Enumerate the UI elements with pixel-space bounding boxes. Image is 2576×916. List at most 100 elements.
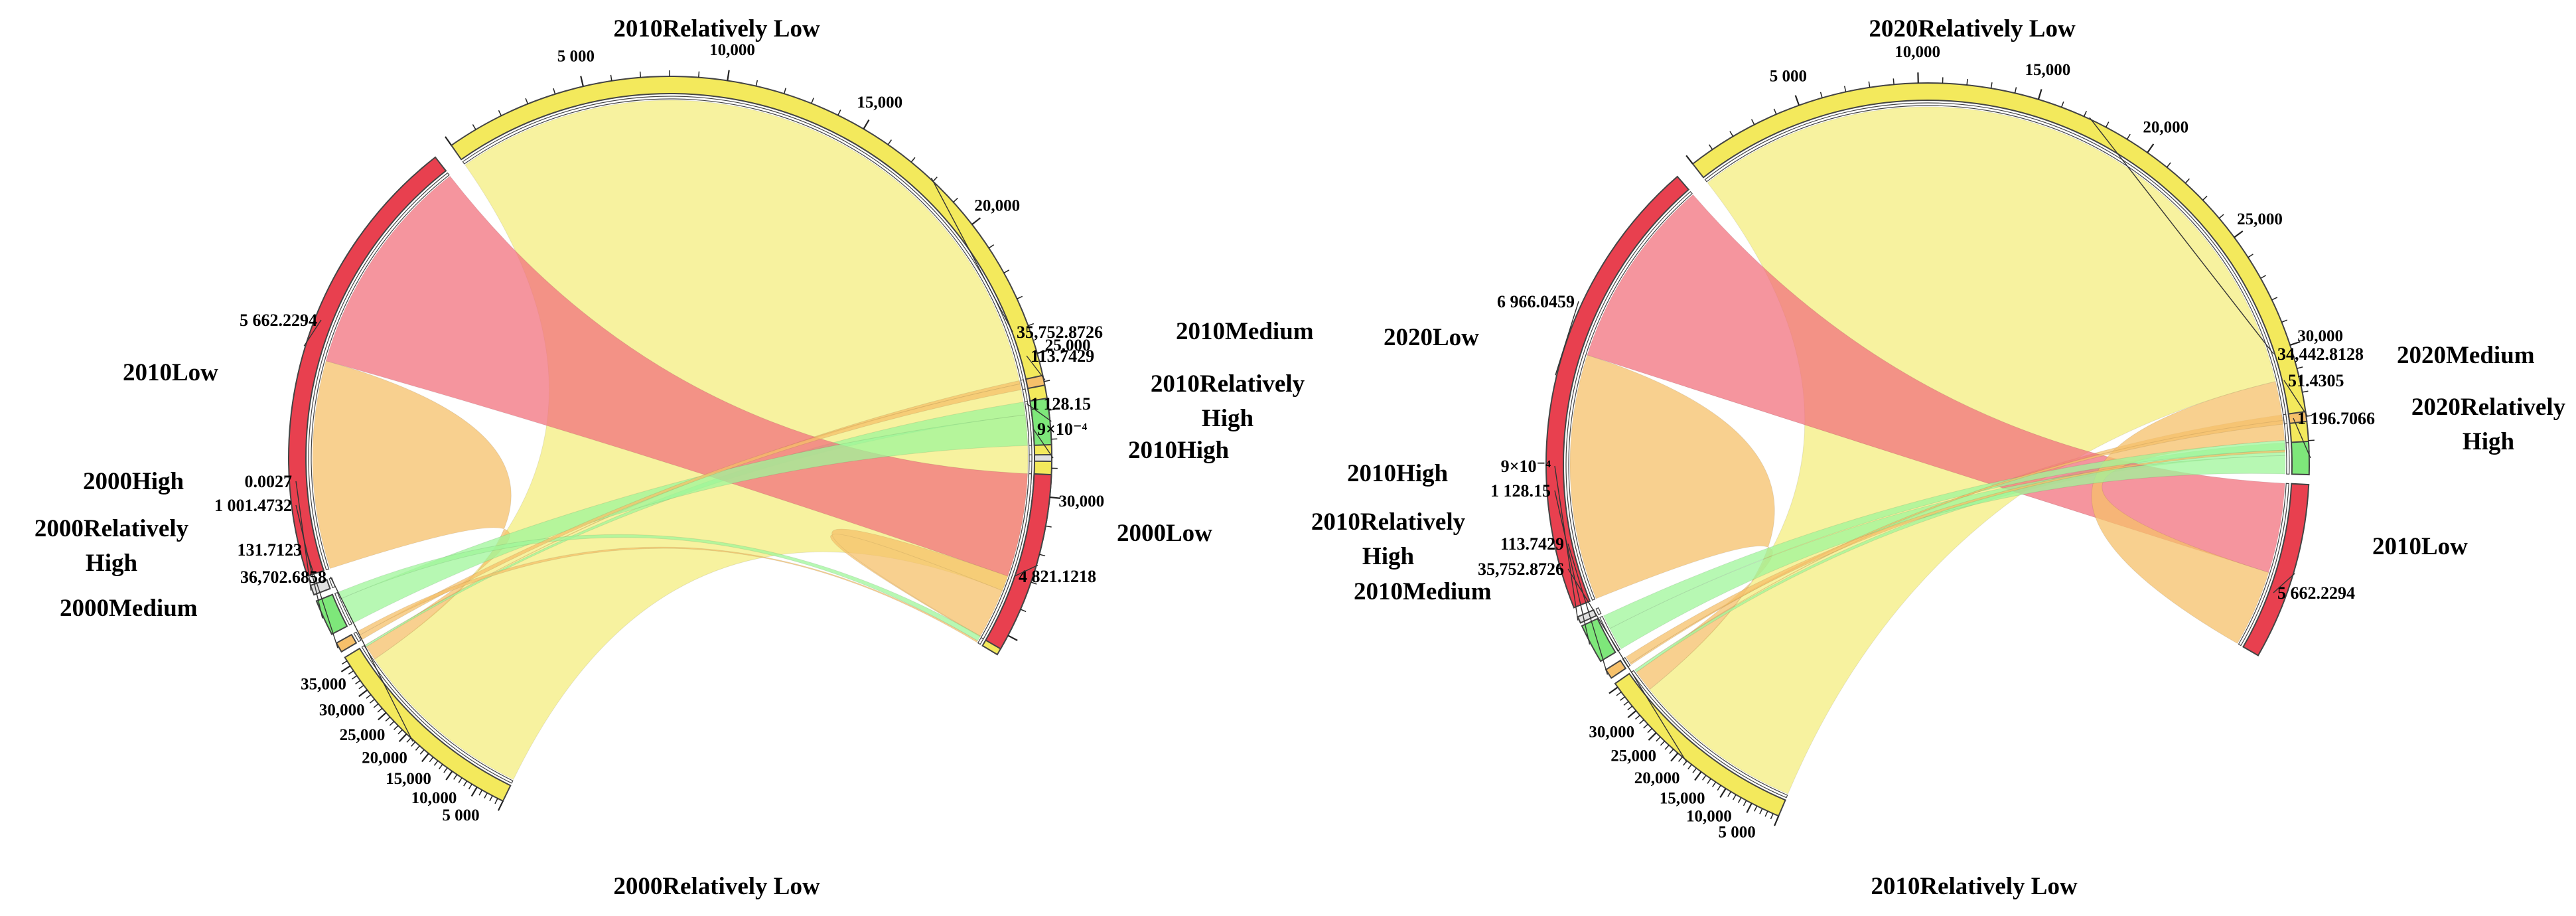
tick-label-2010RL-10000: 10,000 — [1686, 808, 1732, 826]
tick-2000RL-14000 — [429, 757, 433, 762]
tick-2010RL-7000 — [1739, 798, 1741, 803]
tick-2010RL-26000 — [1044, 380, 1050, 382]
value-label-2010Low: 5 662.2294 — [2277, 583, 2355, 603]
tick-2020RL-23000 — [2203, 196, 2207, 200]
tick-2020RL-15000 — [2039, 89, 2042, 99]
tick-2000RL-13000 — [434, 761, 437, 765]
tick-2000RL-15000 — [422, 753, 429, 761]
tick-2020RL-17000 — [2084, 111, 2087, 116]
tick-label-2010RL-10000: 10,000 — [709, 41, 755, 59]
inner-arc-2010Medium — [1021, 380, 1025, 390]
tick-2000RL-26000 — [378, 708, 382, 712]
tick-2020RL-32000 — [2303, 391, 2309, 392]
tick-2010RL-14000 — [838, 110, 841, 115]
tick-2010RL-21000 — [989, 245, 994, 248]
tick-2010RL-17000 — [911, 157, 915, 162]
tick-2000RL-22000 — [394, 725, 398, 729]
tick-2010RL-31000 — [1628, 706, 1632, 710]
tick-label-2000RL-10000: 10,000 — [411, 789, 457, 807]
tick-2010RL-11000 — [1717, 785, 1721, 791]
tick-2000RL-21000 — [398, 729, 402, 733]
tick-2010RL-27000 — [1644, 724, 1648, 728]
tick-2010RL-1000 — [472, 125, 476, 130]
tick-2000RL-16000 — [420, 749, 424, 754]
tick-2000RL-24000 — [386, 717, 390, 721]
inner-arc-2020RH — [2286, 443, 2289, 475]
tick-2020RL-14000 — [2015, 87, 2016, 93]
tick-2010RL-34000 — [1616, 692, 1621, 696]
tick-2010RL-3000 — [1760, 808, 1762, 814]
tick-2010RL-10000 — [1720, 789, 1725, 798]
tick-2010RL-6000 — [1744, 801, 1747, 806]
tick-2000RL-36000 — [342, 661, 347, 664]
ribbons — [313, 100, 1028, 779]
tick-2000RL-29000 — [366, 695, 371, 699]
value-label-2010High: 9×10⁻⁴ — [1037, 420, 1088, 439]
tick-2020RL-19000 — [2127, 134, 2130, 139]
value-label-2010Low: 5 662.2294 — [240, 311, 317, 330]
arc-2000Medium — [336, 635, 356, 652]
tick-2000RL-25000 — [378, 713, 386, 720]
tick-2000RL-32000 — [356, 680, 360, 684]
tick-2000RL-3000 — [484, 793, 487, 799]
tick-2010RL-26000 — [1648, 728, 1652, 732]
tick-2010RL-32000 — [1624, 702, 1628, 706]
tick-2000RL-2000 — [490, 796, 492, 801]
tick-2010RL-12000 — [784, 88, 786, 94]
tick-2010RL-2000 — [1765, 811, 1768, 816]
category-label-2000High: 2000High — [83, 468, 184, 495]
tick-2020RL-1000 — [1709, 145, 1713, 149]
tick-2000RL-20000 — [399, 734, 407, 742]
tick-2010RL-22000 — [1004, 270, 1009, 273]
tick-2020RL-31000 — [2297, 367, 2303, 368]
tick-label-2020RL-5000: 5 000 — [1770, 67, 1807, 85]
tick-label-2010RL-5000: 5 000 — [557, 47, 595, 65]
tick-2010RL-19000 — [1679, 757, 1683, 761]
value-label-2000Medium: 131.7123 — [238, 540, 303, 560]
tick-2000RL-7000 — [464, 781, 467, 787]
tick-2020RL-3000 — [1752, 119, 1754, 125]
category-label-2010Low: 2010Low — [2372, 533, 2468, 560]
tick-2010RL-32000 — [1039, 554, 1045, 556]
tick-2010RL-18000 — [933, 177, 937, 182]
tick-2020RL-18000 — [2106, 122, 2109, 127]
tick-2010RL-35000 — [1008, 635, 1017, 640]
tick-label-2020RL-15000: 15,000 — [2025, 61, 2070, 79]
tick-2020RL-4000 — [1774, 109, 1776, 114]
tick-label-2010RL-30000: 30,000 — [1058, 493, 1104, 510]
tick-2010RL-11000 — [756, 80, 757, 86]
value-label-2010RL: 35,752.8726 — [1017, 323, 1103, 342]
tick-2020RL-24000 — [2219, 214, 2224, 218]
tick-2000RL-8000 — [459, 778, 462, 783]
tick-2000RL-18000 — [411, 742, 415, 747]
value-label-2010High: 9×10⁻⁴ — [1501, 457, 1551, 476]
tick-2010RL-9000 — [1728, 792, 1731, 797]
category-label-2010Low: 2010Low — [123, 359, 218, 386]
value-label-2020RL: 34,442.8128 — [2277, 344, 2364, 364]
tick-2010RL-14000 — [1703, 775, 1706, 780]
tick-label-2000RL-15000: 15,000 — [386, 770, 431, 788]
tick-2020RL-27000 — [2261, 275, 2266, 278]
category-label-2000RL: 2000Relatively Low — [613, 873, 820, 900]
tick-label-2000RL-25000: 25,000 — [340, 726, 386, 744]
tick-2020RL-20000 — [2147, 144, 2153, 153]
tick-label-2010RL-20000: 20,000 — [1634, 769, 1680, 787]
value-label-2010RH: 1 128.15 — [1031, 394, 1091, 414]
tick-label-2020RL-30000: 30,000 — [2297, 327, 2343, 345]
tick-2000RL-12000 — [439, 764, 443, 769]
value-label-2010RH: 1 128.15 — [1490, 481, 1551, 500]
tick-2000RL-19000 — [407, 738, 411, 743]
category-label-2000Medium: 2000Medium — [60, 595, 198, 622]
tick-2010RL-23000 — [1660, 741, 1664, 745]
tick-2000RL-30000 — [359, 690, 368, 697]
tick-2010RL-29000 — [1636, 716, 1640, 720]
value-label-2000RH: 1 001.4732 — [214, 496, 292, 515]
tick-2000RL-6000 — [468, 784, 472, 789]
tick-2010RL-28000 — [1640, 720, 1644, 724]
tick-2010RL-7000 — [640, 72, 641, 78]
tick-2020RL-28000 — [2272, 297, 2277, 300]
